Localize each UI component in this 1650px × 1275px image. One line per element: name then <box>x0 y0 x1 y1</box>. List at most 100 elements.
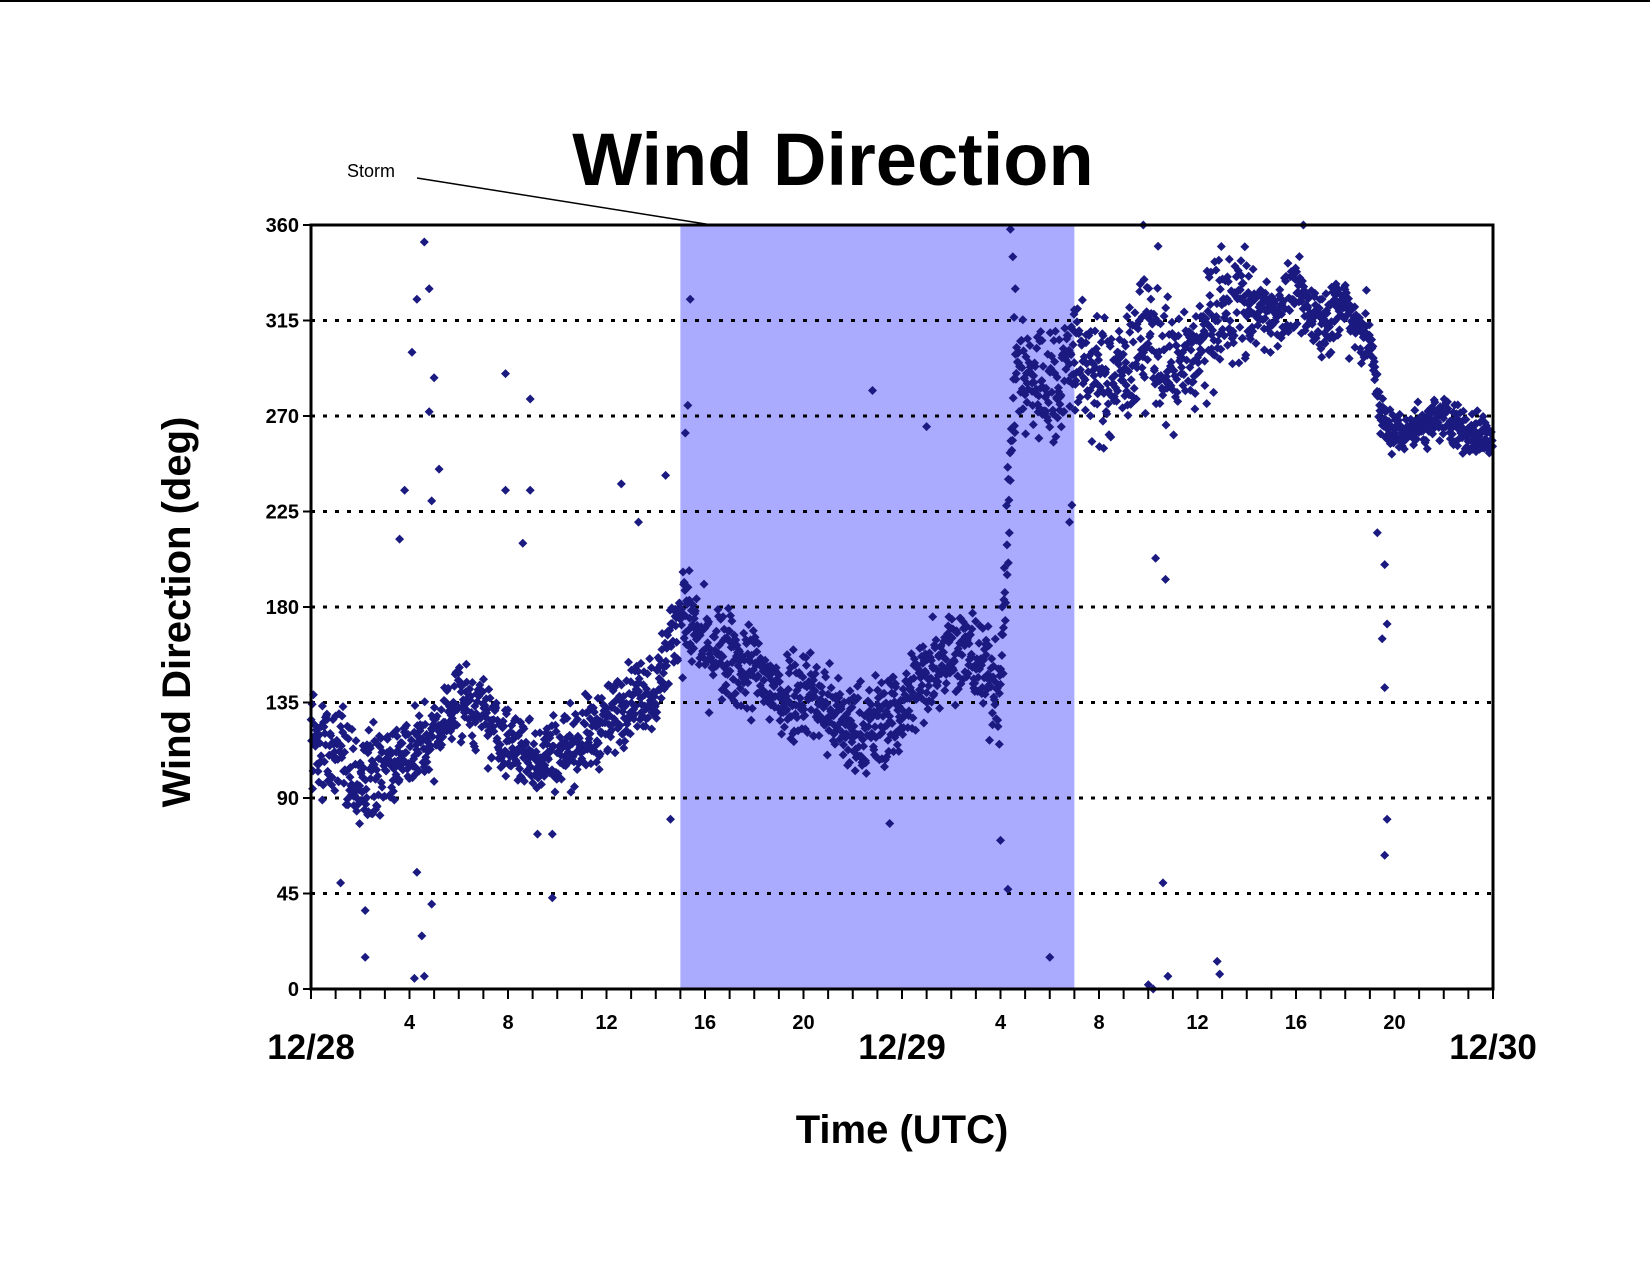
data-point <box>845 758 855 767</box>
data-point <box>677 604 687 614</box>
data-point <box>704 708 714 718</box>
data-point <box>1344 354 1354 363</box>
data-point <box>927 697 937 707</box>
data-point <box>1037 376 1047 386</box>
data-point <box>810 686 820 696</box>
data-point <box>1009 312 1019 322</box>
data-point <box>585 729 595 739</box>
data-point <box>990 634 1000 644</box>
data-point <box>1085 411 1095 421</box>
data-point <box>525 394 535 404</box>
data-point <box>1316 344 1326 354</box>
data-point <box>467 678 477 687</box>
data-point <box>1023 334 1032 344</box>
data-point <box>744 620 754 630</box>
data-point <box>491 698 501 708</box>
data-point <box>1172 387 1182 397</box>
data-point <box>518 538 528 548</box>
data-point <box>457 731 467 741</box>
data-point <box>454 663 464 672</box>
data-point <box>655 655 665 665</box>
data-point <box>1266 347 1275 357</box>
data-point <box>879 688 889 698</box>
data-point <box>727 616 737 626</box>
data-point <box>438 732 448 742</box>
data-point <box>1149 364 1159 373</box>
data-point <box>533 829 542 839</box>
data-point <box>1210 350 1220 360</box>
data-point <box>1161 574 1170 584</box>
data-point <box>424 765 434 775</box>
data-point <box>683 582 693 592</box>
data-point <box>1003 558 1013 568</box>
data-point <box>1238 278 1248 288</box>
data-point <box>338 702 348 712</box>
data-point <box>1335 325 1344 335</box>
data-point <box>759 675 769 685</box>
data-point <box>1212 956 1222 966</box>
data-point <box>822 699 832 709</box>
data-point <box>362 793 372 803</box>
data-point <box>692 594 701 604</box>
data-point <box>983 621 993 631</box>
data-point <box>1001 598 1011 608</box>
data-point <box>889 747 898 757</box>
data-point <box>659 668 668 678</box>
data-point <box>313 766 323 776</box>
data-point <box>721 680 731 690</box>
data-point <box>1008 393 1018 403</box>
data-point <box>1017 363 1027 373</box>
data-point <box>1177 362 1187 372</box>
data-point <box>1326 347 1336 357</box>
data-point <box>487 752 497 762</box>
data-point <box>347 724 357 734</box>
y-tick-label: 360 <box>266 215 299 237</box>
data-point <box>994 739 1004 749</box>
data-point <box>597 693 607 703</box>
data-point <box>1182 355 1192 365</box>
data-point <box>330 786 340 796</box>
data-point <box>1262 277 1272 287</box>
data-point <box>753 671 763 681</box>
data-point <box>1129 383 1139 393</box>
data-point <box>1074 326 1084 336</box>
data-point <box>1139 275 1149 284</box>
data-point <box>1246 334 1256 344</box>
data-point <box>1060 323 1070 333</box>
data-point <box>1065 401 1075 411</box>
data-point <box>1032 343 1042 353</box>
data-point <box>319 722 329 732</box>
data-point <box>1283 258 1293 268</box>
data-point <box>1137 363 1147 373</box>
data-point <box>868 386 877 395</box>
data-point <box>414 711 424 721</box>
data-point <box>413 748 423 758</box>
data-point <box>589 707 599 717</box>
data-point <box>1094 355 1104 365</box>
data-point <box>501 369 510 379</box>
data-point <box>1050 357 1060 367</box>
data-point <box>625 729 635 739</box>
data-point <box>1195 301 1205 311</box>
data-point <box>661 470 671 480</box>
data-point <box>713 605 723 615</box>
data-point <box>760 655 770 665</box>
data-point <box>826 683 836 693</box>
data-point <box>1155 399 1165 408</box>
data-point <box>782 705 792 715</box>
data-point <box>861 768 871 778</box>
data-point <box>1146 294 1156 304</box>
y-tick-label: 135 <box>266 693 299 715</box>
data-point <box>1241 350 1251 360</box>
data-point <box>743 678 753 688</box>
data-point <box>1000 616 1010 625</box>
data-point <box>1229 331 1239 341</box>
data-point <box>519 724 529 734</box>
data-point <box>1225 316 1235 326</box>
data-point <box>364 725 374 735</box>
data-point <box>1004 528 1014 538</box>
data-point <box>935 703 945 713</box>
data-point <box>319 757 329 767</box>
data-point <box>624 657 633 667</box>
data-point <box>388 786 398 796</box>
